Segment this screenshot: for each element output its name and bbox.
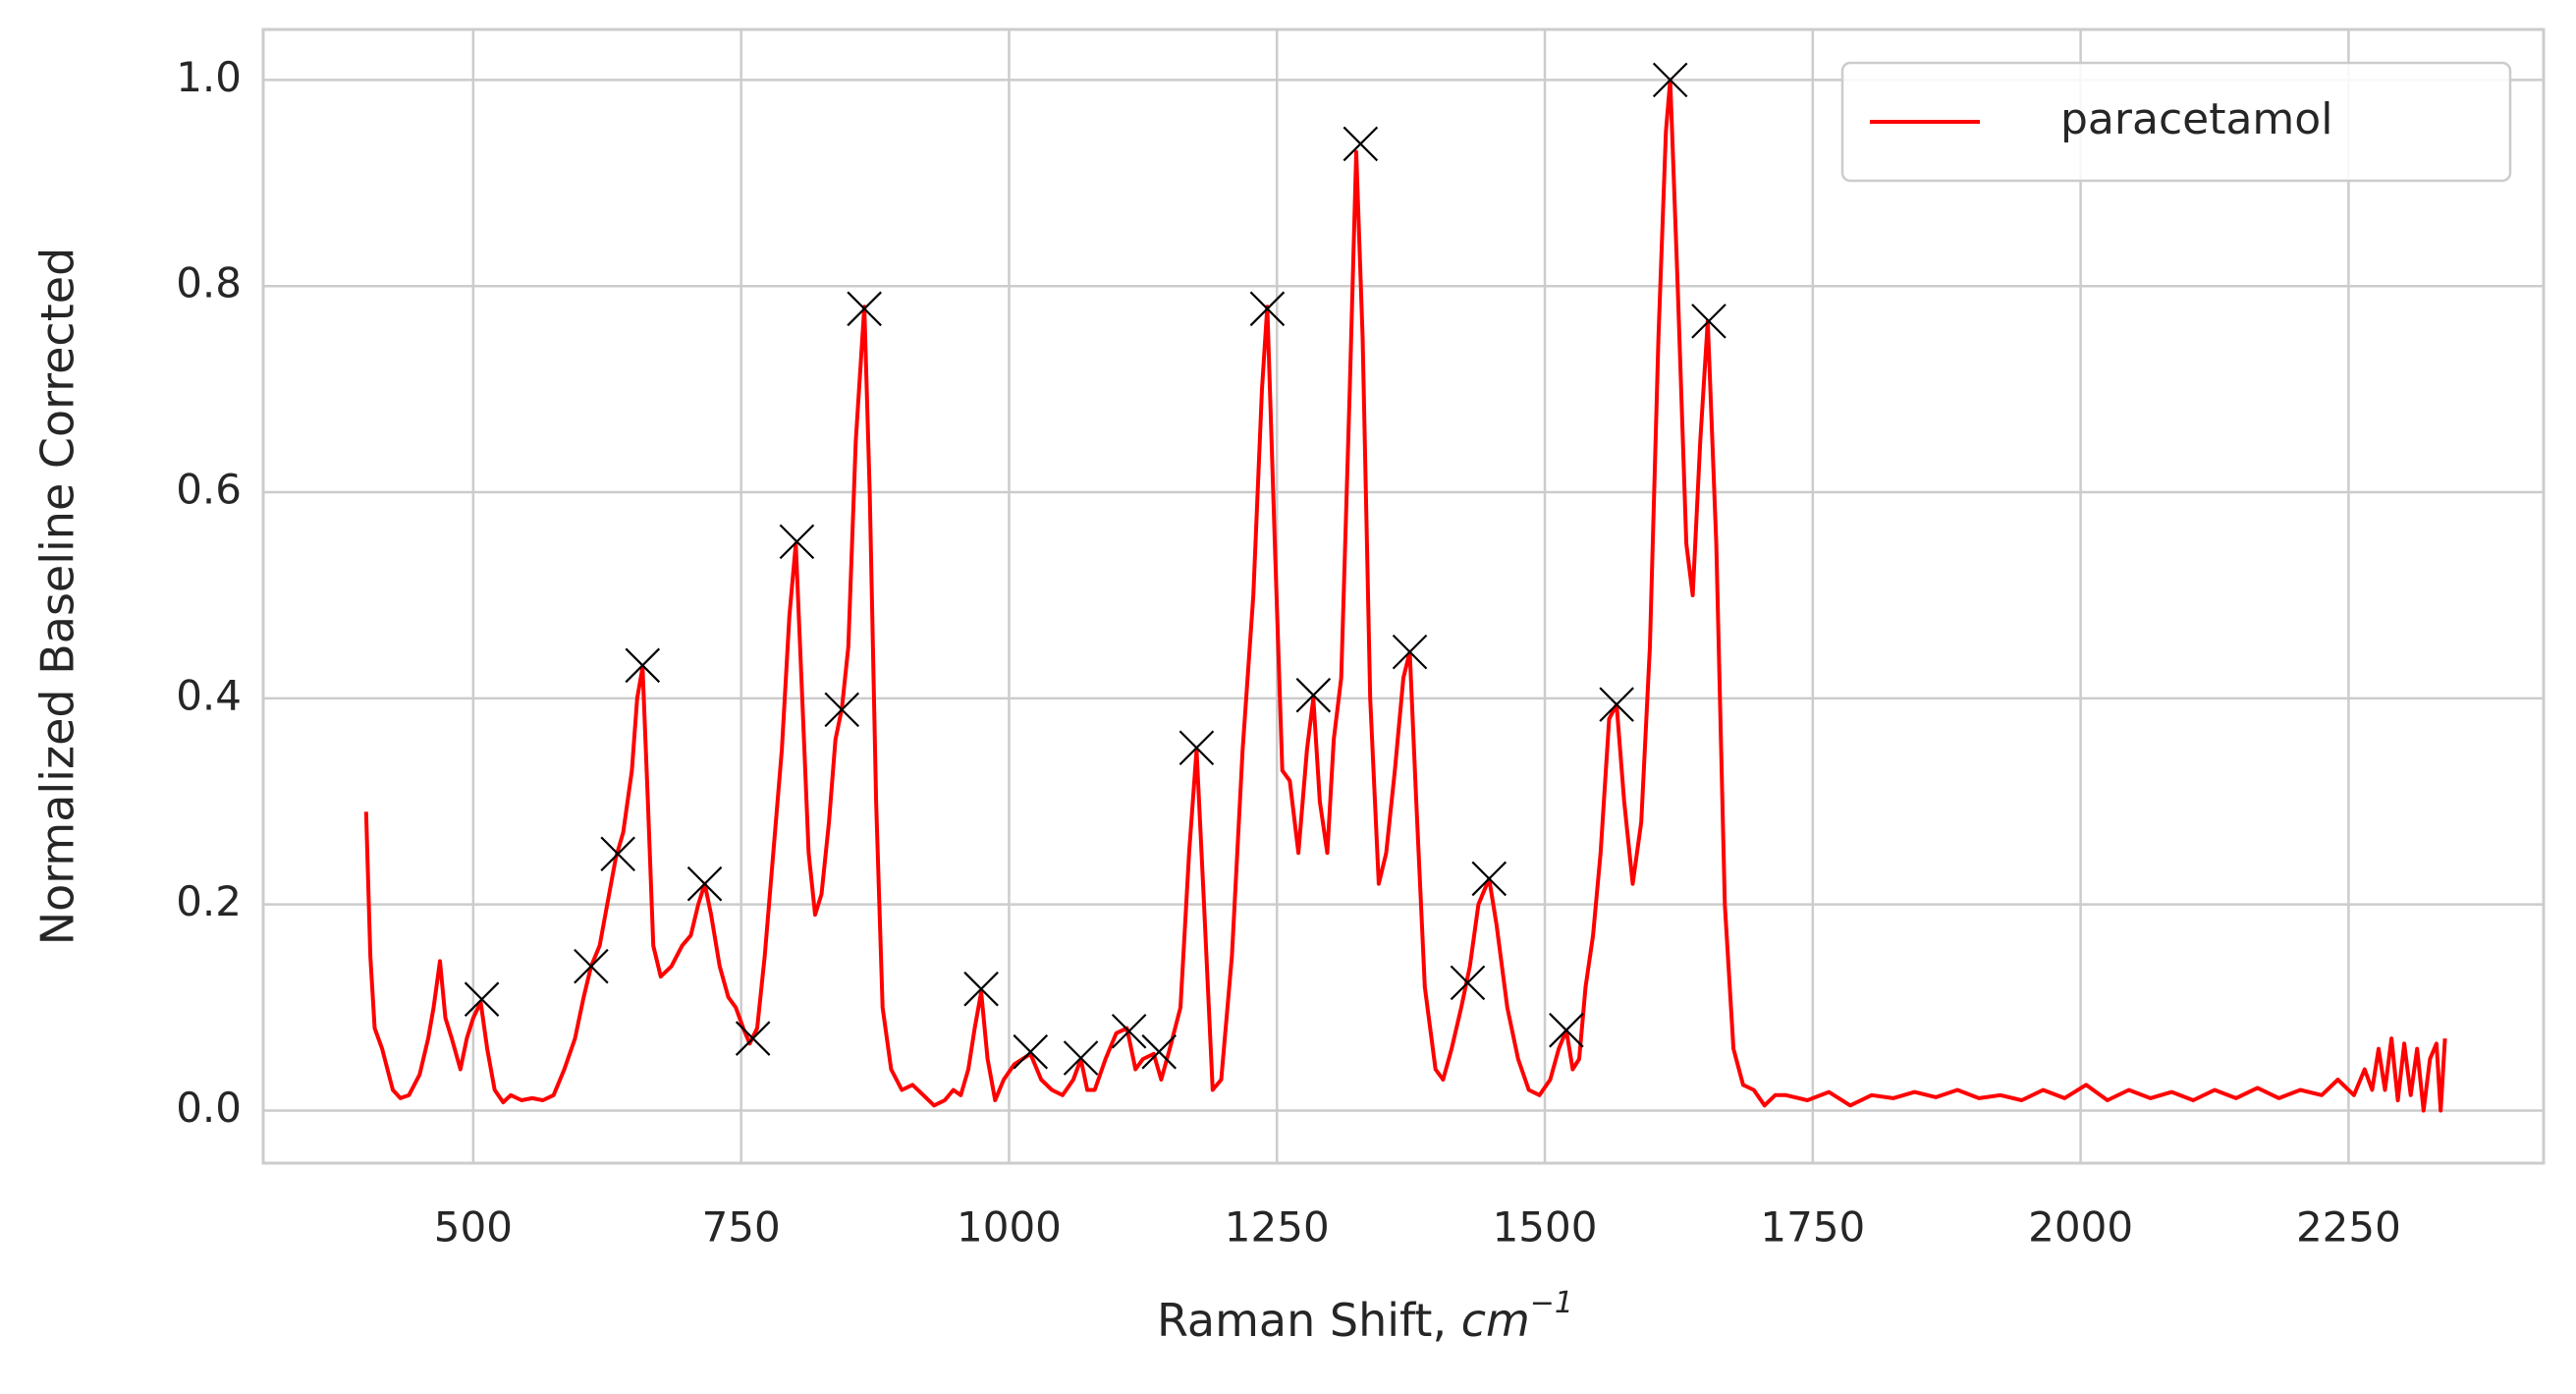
x-tick-label: 750 xyxy=(702,1203,781,1252)
peak-marker xyxy=(464,981,500,1017)
plot-frame xyxy=(261,28,2546,1165)
peak-marker xyxy=(1013,1033,1049,1070)
peak-marker xyxy=(1111,1013,1147,1049)
peak-marker xyxy=(1691,304,1726,339)
x-tick-label: 1500 xyxy=(1493,1203,1598,1252)
y-tick-label: 1.0 xyxy=(176,53,242,101)
x-tick-label: 1750 xyxy=(1760,1203,1865,1252)
x-tick-label: 500 xyxy=(434,1203,513,1252)
peak-marker xyxy=(1343,126,1379,162)
peak-marker xyxy=(1141,1033,1177,1070)
peak-marker xyxy=(1178,730,1215,765)
peak-marker xyxy=(1549,1012,1584,1048)
peak-marker xyxy=(735,1021,771,1056)
x-tick-label: 2000 xyxy=(2028,1203,2133,1252)
peak-marker xyxy=(1652,62,1688,98)
legend-box xyxy=(1840,61,2512,183)
peak-marker xyxy=(779,524,815,560)
peak-marker xyxy=(686,865,723,902)
x-axis-label-unit: cm xyxy=(1461,1294,1530,1347)
peak-marker xyxy=(1249,291,1286,327)
peak-marker xyxy=(1471,861,1507,897)
peak-marker xyxy=(847,291,882,327)
peak-marker xyxy=(625,647,661,684)
peak-marker xyxy=(963,971,999,1007)
x-axis-label-exponent: −1 xyxy=(1530,1286,1573,1320)
peak-marker xyxy=(1295,677,1332,713)
peak-marker xyxy=(824,692,860,728)
peak-marker xyxy=(600,836,635,872)
y-tick-label: 0.0 xyxy=(176,1084,242,1132)
legend-label: paracetamol xyxy=(2060,94,2332,144)
x-tick-label: 2250 xyxy=(2296,1203,2401,1252)
x-axis-label: Raman Shift, cm−1 xyxy=(1157,1286,1573,1347)
y-tick-label: 0.8 xyxy=(176,259,242,307)
peak-marker xyxy=(1450,965,1486,1001)
peak-marker xyxy=(574,948,609,984)
y-tick-label: 0.4 xyxy=(176,671,242,719)
x-tick-label: 1250 xyxy=(1225,1203,1330,1252)
x-axis-label-text: Raman Shift, xyxy=(1157,1294,1461,1347)
y-tick-label: 0.6 xyxy=(176,466,242,514)
peak-marker xyxy=(1063,1040,1099,1076)
spectrum-line xyxy=(363,78,2447,1113)
y-tick-label: 0.2 xyxy=(176,877,242,925)
peak-marker xyxy=(1599,687,1634,722)
peak-marker xyxy=(1392,634,1428,670)
y-axis-label: Normalized Baseline Corrected xyxy=(31,248,84,946)
x-tick-label: 1000 xyxy=(957,1203,1062,1252)
